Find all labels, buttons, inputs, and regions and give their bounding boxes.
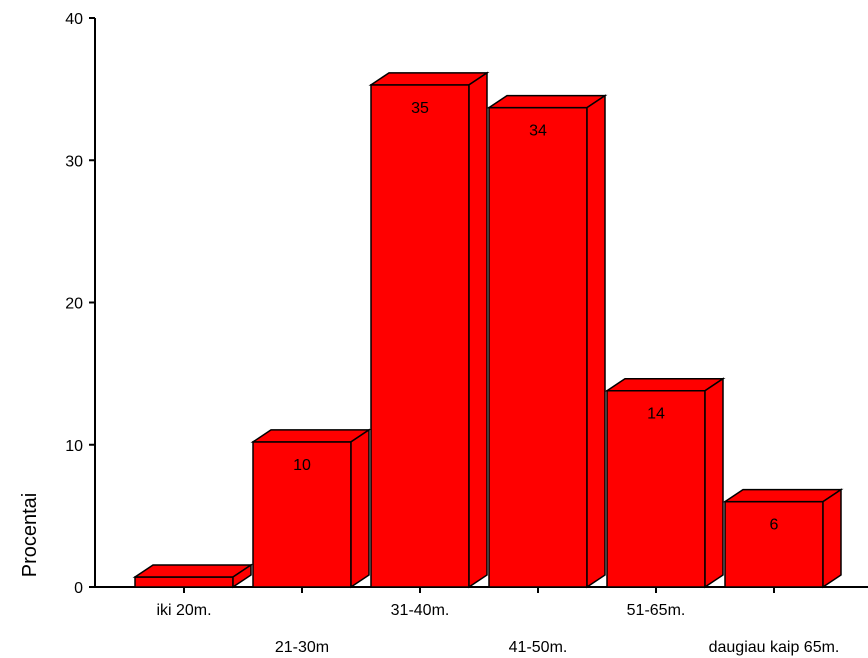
bar-top: [250, 429, 372, 443]
bar-front: [252, 441, 352, 588]
bar-side: [232, 563, 252, 589]
bar-front: [370, 84, 470, 588]
bar-side: [586, 94, 606, 589]
bar-front: [488, 106, 588, 588]
x-tick-label: iki 20m.: [156, 602, 211, 619]
bar-value-label: 10: [293, 457, 311, 474]
y-tick-label: 0: [74, 580, 83, 597]
y-tick-label: 20: [65, 296, 83, 313]
bar-front: [724, 500, 824, 588]
y-tick-label: 40: [65, 11, 83, 28]
bar: [486, 94, 608, 589]
x-tick-label: daugiau kaip 65m.: [709, 639, 840, 656]
y-axis-title: Procentai: [19, 493, 41, 578]
x-tick-label: 41-50m.: [509, 639, 568, 656]
bar-front: [606, 389, 706, 588]
bars: [132, 71, 844, 589]
bar: [132, 563, 254, 589]
bar-value-label: 34: [529, 123, 547, 140]
labels: iki 20m. 10 21-30m 35 31-40m. 34 41-50m. 14 51-6…: [156, 100, 839, 656]
y-tick-label: 30: [65, 153, 83, 170]
bar: [604, 377, 726, 589]
bar-side: [468, 71, 488, 589]
bar-side: [704, 377, 724, 589]
bar-top: [368, 72, 490, 86]
bar-top: [486, 94, 608, 109]
y-tick-label: 10: [65, 438, 83, 455]
x-tick-label: 31-40m.: [391, 602, 450, 619]
bar-front: [134, 576, 234, 588]
bar-side: [350, 428, 370, 589]
bar-value-label: 14: [647, 406, 665, 423]
bar: [722, 488, 844, 589]
bar-top: [604, 377, 726, 392]
x-tick-label: 21-30m: [275, 639, 329, 656]
bar-value-label: 6: [770, 517, 779, 534]
bar-value-label: 35: [411, 100, 429, 117]
bar: [250, 428, 372, 589]
bar-side: [822, 488, 842, 589]
bar-top: [132, 564, 254, 578]
x-tick-label: 51-65m.: [627, 602, 686, 619]
bar: [368, 71, 490, 589]
bar-top: [722, 488, 844, 503]
